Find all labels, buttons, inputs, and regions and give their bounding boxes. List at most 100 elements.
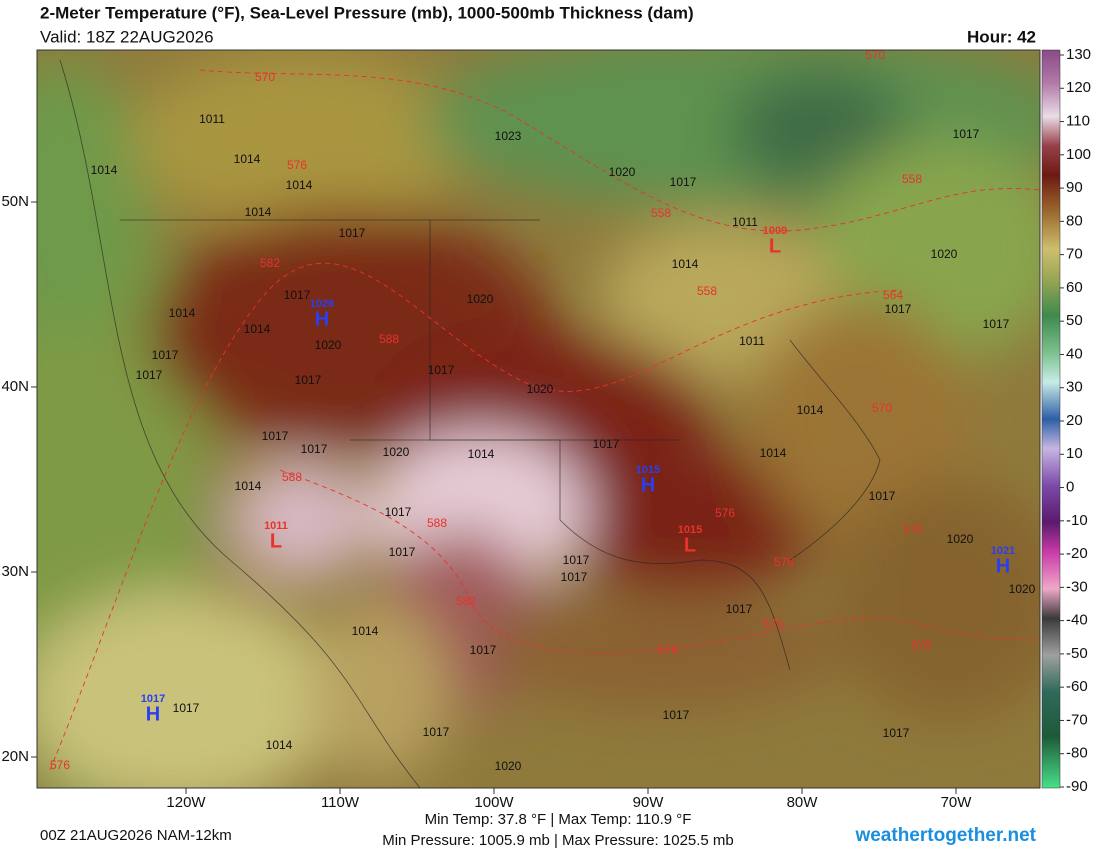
colorbar-tick-label: 60 — [1066, 279, 1083, 296]
colorbar-tick-label: 30 — [1066, 379, 1083, 396]
thickness-label: 588 — [282, 470, 302, 484]
isobar-label: 1017 — [983, 317, 1010, 331]
lon-label: 70W — [941, 794, 973, 811]
pressure-center-letter: L — [684, 534, 696, 556]
thickness-label: 558 — [697, 284, 717, 298]
pressure-center-letter: H — [996, 555, 1010, 577]
isobar-label: 1017 — [389, 545, 416, 559]
colorbar-tick-label: 50 — [1066, 312, 1083, 329]
lat-label: 50N — [1, 193, 29, 210]
colorbar-tick-label: -50 — [1066, 645, 1088, 662]
colorbar-tick-label: 120 — [1066, 79, 1091, 96]
isobar-label: 1020 — [315, 338, 342, 352]
thickness-label: 588 — [427, 516, 447, 530]
colorbar-tick-label: -70 — [1066, 711, 1088, 728]
isobar-label: 1020 — [467, 292, 494, 306]
pressure-center-value: 1015 — [636, 464, 660, 476]
map-frame — [36, 49, 1041, 789]
thickness-label: 582 — [260, 256, 280, 270]
thickness-label: 576 — [763, 617, 783, 631]
colorbar — [1041, 49, 1061, 789]
site-name: weathertogether.net — [854, 825, 1036, 846]
pressure-center-value: 1017 — [141, 693, 165, 705]
thickness-label: 570 — [872, 401, 892, 415]
isobar-label: 1017 — [284, 288, 311, 302]
isobar-label: 1020 — [609, 165, 636, 179]
pressure-center-letter: H — [315, 308, 329, 330]
colorbar-tick-label: 130 — [1066, 46, 1091, 63]
isobar-label: 1014 — [468, 447, 495, 461]
isobar-label: 1017 — [152, 348, 179, 362]
isobar-label: 1020 — [947, 532, 974, 546]
colorbar-tick-label: -60 — [1066, 678, 1088, 695]
isobar-label: 1017 — [295, 373, 322, 387]
lon-label: 100W — [474, 794, 514, 811]
isobar-label: 1017 — [670, 175, 697, 189]
thickness-label: 588 — [379, 332, 399, 346]
isobar-label: 1017 — [561, 570, 588, 584]
isobar-label: 1017 — [173, 701, 200, 715]
isobar-label: 1017 — [136, 368, 163, 382]
pressure-center-letter: L — [270, 530, 282, 552]
thickness-label: 576 — [715, 506, 735, 520]
thickness-label: 576 — [903, 522, 923, 536]
colorbar-tick-label: -40 — [1066, 612, 1088, 629]
colorbar-tick-label: 90 — [1066, 179, 1083, 196]
isobar-label: 1017 — [593, 437, 620, 451]
isobar-label: 1020 — [527, 382, 554, 396]
isobar-label: 1014 — [672, 257, 699, 271]
isobar-label: 1017 — [726, 602, 753, 616]
isobar-label: 1017 — [883, 726, 910, 740]
isobar-label: 1017 — [953, 127, 980, 141]
isobar-label: 1014 — [352, 624, 379, 638]
forecast-hour: Hour: 42 — [967, 27, 1036, 46]
temperature-range: Min Temp: 37.8 °F | Max Temp: 110.9 °F — [425, 811, 692, 828]
lon-label: 120W — [166, 794, 206, 811]
pressure-center-letter: H — [641, 474, 655, 496]
isobar-label: 1017 — [262, 429, 289, 443]
colorbar-tick-label: 40 — [1066, 345, 1083, 362]
colorbar-tick-label: -80 — [1066, 745, 1088, 762]
thickness-label: 576 — [50, 758, 70, 772]
thickness-label: 570 — [865, 48, 885, 62]
lat-label: 30N — [1, 563, 29, 580]
isobar-label: 1011 — [732, 215, 758, 229]
isobar-label: 1017 — [563, 553, 590, 567]
isobar-label: 1014 — [244, 322, 271, 336]
colorbar-tick-label: 20 — [1066, 412, 1083, 429]
isobar-label: 1011 — [199, 112, 225, 126]
colorbar-tick-label: 110 — [1066, 113, 1090, 130]
colorbar-tick-label: 100 — [1066, 146, 1091, 163]
isobar-label: 1014 — [234, 152, 261, 166]
title: 2-Meter Temperature (°F), Sea-Level Pres… — [40, 3, 694, 22]
thickness-label: 558 — [902, 172, 922, 186]
isobar-label: 1017 — [385, 505, 412, 519]
isobar-label: 1017 — [663, 708, 690, 722]
pressure-center-value: 1026 — [310, 298, 334, 310]
colorbar-tick-label: 0 — [1066, 479, 1074, 496]
thickness-label: 570 — [255, 70, 275, 84]
thickness-label: 564 — [883, 288, 903, 302]
isobar-label: 1017 — [428, 363, 455, 377]
thickness-label: 576 — [774, 555, 794, 569]
lon-label: 110W — [321, 794, 360, 811]
isobar-label: 1014 — [760, 446, 787, 460]
colorbar-tick-label: 80 — [1066, 212, 1083, 229]
pressure-center-letter: H — [146, 703, 160, 725]
colorbar-tick-label: -20 — [1066, 545, 1088, 562]
temperature-field — [37, 50, 1040, 788]
pressure-center-letter: L — [769, 235, 781, 257]
isobar-label: 1011 — [739, 334, 765, 348]
thickness-label: 582 — [456, 594, 476, 608]
isobar-label: 1014 — [235, 479, 262, 493]
thickness-label: 576 — [911, 638, 931, 652]
colorbar-tick-label: -10 — [1066, 512, 1088, 529]
valid-time: Valid: 18Z 22AUG2026 — [40, 27, 214, 46]
thickness-label: 576 — [658, 643, 678, 657]
isobar-label: 1017 — [885, 302, 912, 316]
colorbar-tick-label: 10 — [1066, 445, 1083, 462]
pressure-center-value: 1015 — [678, 524, 702, 536]
isobar-label: 1017 — [423, 725, 450, 739]
isobar-label: 1014 — [91, 163, 118, 177]
